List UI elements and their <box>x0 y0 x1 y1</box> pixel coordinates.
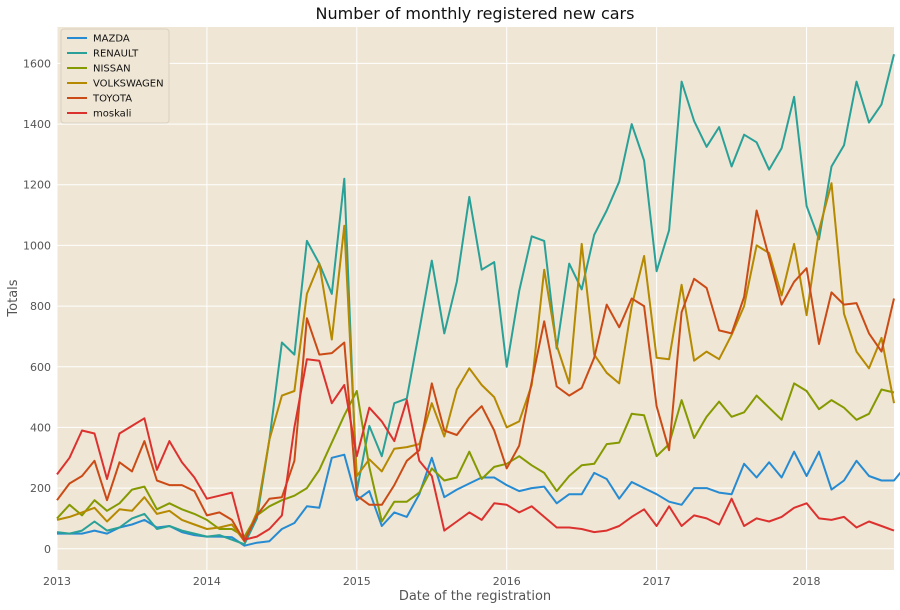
legend: MAZDA RENAULT NISSAN VOLKSWAGEN TOYOTA moskal… <box>60 28 170 124</box>
x-axis-ticks: 2013 2014 2015 2016 2017 2018 <box>43 575 821 588</box>
legend-label-toyota: TOYOTA <box>92 94 132 105</box>
series-line-volkswagen <box>56 182 895 543</box>
series-line-toyota <box>56 209 895 543</box>
y-tick-label: 200 <box>30 482 51 495</box>
x-tick-label: 2017 <box>643 575 671 588</box>
series-line-nissan <box>56 382 895 538</box>
series-lines <box>56 54 900 547</box>
y-tick-label: 1000 <box>23 239 51 252</box>
series-line-moskali <box>56 358 895 541</box>
legend-box <box>60 28 170 124</box>
x-tick-label: 2013 <box>43 575 71 588</box>
x-tick-label: 2015 <box>343 575 371 588</box>
gridlines <box>56 27 894 570</box>
x-tick-label: 2016 <box>493 575 521 588</box>
legend-label-nissan: NISSAN <box>93 64 131 75</box>
y-axis-title: Totals <box>6 279 21 317</box>
y-tick-label: 800 <box>30 300 51 313</box>
series-line-renault <box>56 54 895 546</box>
y-tick-label: 600 <box>30 361 51 374</box>
y-tick-label: 400 <box>30 421 51 434</box>
x-tick-label: 2014 <box>193 575 221 588</box>
legend-label-volkswagen: VOLKSWAGEN <box>93 79 164 90</box>
y-tick-label: 1200 <box>23 179 51 192</box>
legend-label-moskali: moskali <box>93 109 131 120</box>
legend-label-mazda: MAZDA <box>93 34 130 45</box>
y-tick-label: 0 <box>44 543 51 556</box>
x-tick-label: 2018 <box>793 575 821 588</box>
x-axis-title: Date of the registration <box>399 589 551 604</box>
legend-label-renault: RENAULT <box>93 49 139 60</box>
y-axis-ticks: 0 200 400 600 800 1000 1200 1400 1600 <box>23 57 51 555</box>
y-tick-label: 1400 <box>23 118 51 131</box>
y-tick-label: 1600 <box>23 57 51 70</box>
chart-title: Number of monthly registered new cars <box>316 4 635 23</box>
